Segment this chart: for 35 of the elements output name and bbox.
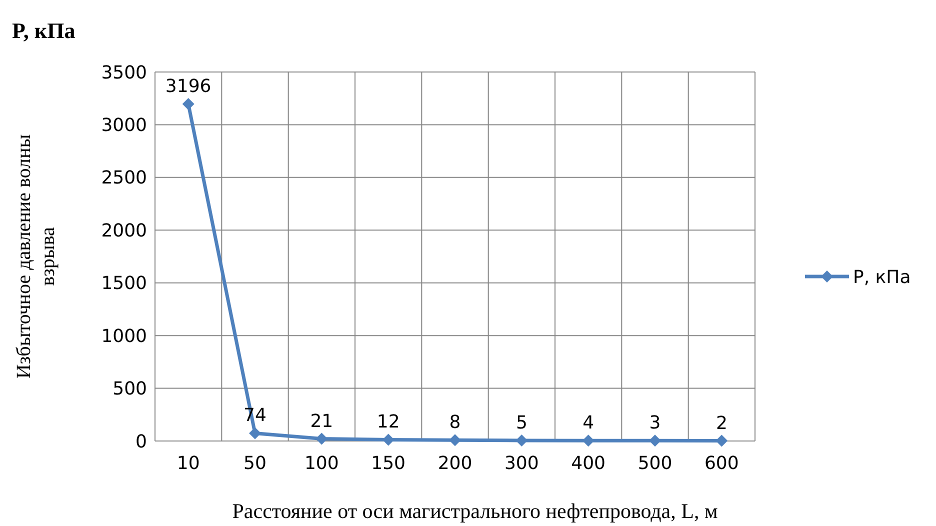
y-tick-label: 0 xyxy=(136,431,147,452)
point xyxy=(582,434,594,447)
x-tick-label: 600 xyxy=(704,453,739,474)
data-label: 3196 xyxy=(165,76,212,98)
data-label: 4 xyxy=(582,412,594,434)
data-label: 12 xyxy=(376,412,400,433)
y-tick-label: 2000 xyxy=(101,220,147,242)
data-label: 2 xyxy=(716,412,728,434)
y-tick-label: 3500 xyxy=(101,62,147,84)
x-tick-label: 400 xyxy=(571,453,606,474)
y-axis-title: Избыточное давление волны взрыва xyxy=(13,134,59,379)
y-tick-label: 1500 xyxy=(101,273,147,294)
x-tick-label: 500 xyxy=(638,453,672,474)
point xyxy=(249,427,261,440)
x-axis-title: Расстояние от оси магистрального нефтепровода, L, м xyxy=(232,499,718,523)
point xyxy=(449,434,461,446)
x-tick-label: 50 xyxy=(244,453,266,474)
x-tick-label: 300 xyxy=(504,453,539,474)
point xyxy=(182,98,194,110)
data-label: 5 xyxy=(516,412,528,434)
y-tick-label: 500 xyxy=(112,378,147,400)
data-label: 21 xyxy=(310,410,334,432)
y-tick-label: 1000 xyxy=(101,326,147,347)
data-label: 8 xyxy=(449,412,461,434)
y-tick-label: 3000 xyxy=(101,115,147,136)
x-tick-label: 10 xyxy=(176,453,200,474)
chart-title: P, кПа xyxy=(12,18,76,43)
legend-label: P, кПа xyxy=(853,266,911,288)
y-tick-label: 2500 xyxy=(101,168,147,189)
x-tick-label: 150 xyxy=(371,453,406,474)
x-tick-label: 100 xyxy=(304,453,339,474)
point xyxy=(649,434,661,447)
x-tick-label: 200 xyxy=(438,453,472,474)
data-label: 3 xyxy=(649,412,661,434)
point xyxy=(316,432,328,445)
